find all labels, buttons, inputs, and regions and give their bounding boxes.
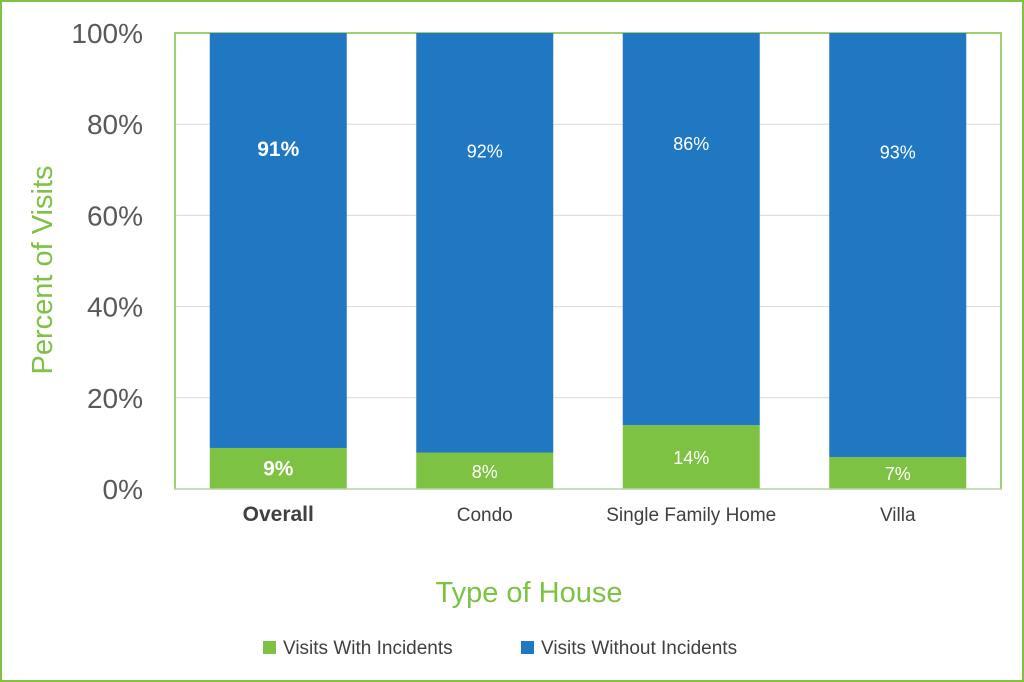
x-axis-category-labels: Overall Condo Single Family Home Villa [243,503,916,526]
data-label: 86% [673,134,709,154]
data-label: 91% [257,138,299,161]
y-tick-label: 100% [71,18,143,49]
y-axis-title: Percent of Visits [27,165,59,374]
y-tick-label: 60% [87,200,143,231]
y-tick-label: 40% [87,292,143,323]
data-label: 9% [263,457,294,480]
legend-label: Visits Without Incidents [541,638,737,659]
bar-segment [829,457,967,489]
bar-segment [209,33,347,448]
y-axis-ticks: 0% 20% 40% 60% 80% 100% [71,18,143,505]
y-tick-label: 0% [103,474,143,505]
x-category-label: Condo [457,505,513,526]
bar-segment [416,33,554,453]
data-label: 8% [472,462,498,482]
bar-segment [416,452,554,489]
x-axis-title: Type of House [436,577,623,609]
data-label: 7% [885,464,911,484]
bar-segment [622,33,760,426]
data-label: 93% [880,143,916,163]
bar-segment [622,425,760,489]
x-category-label: Overall [243,503,314,526]
bar-segment [209,447,347,489]
legend: Visits With Incidents Visits Without Inci… [263,638,737,659]
bar-segment [829,33,967,458]
legend-label: Visits With Incidents [283,638,453,659]
data-label: 92% [467,141,503,161]
bars: 9% 91% 8% 92% 14% 86% 7% 93% [209,33,967,489]
x-category-label: Single Family Home [606,505,776,526]
legend-swatch [521,641,534,654]
legend-swatch [263,641,276,654]
data-label: 14% [673,448,709,468]
x-category-label: Villa [880,505,916,526]
y-tick-label: 20% [87,383,143,414]
y-tick-label: 80% [87,109,143,140]
